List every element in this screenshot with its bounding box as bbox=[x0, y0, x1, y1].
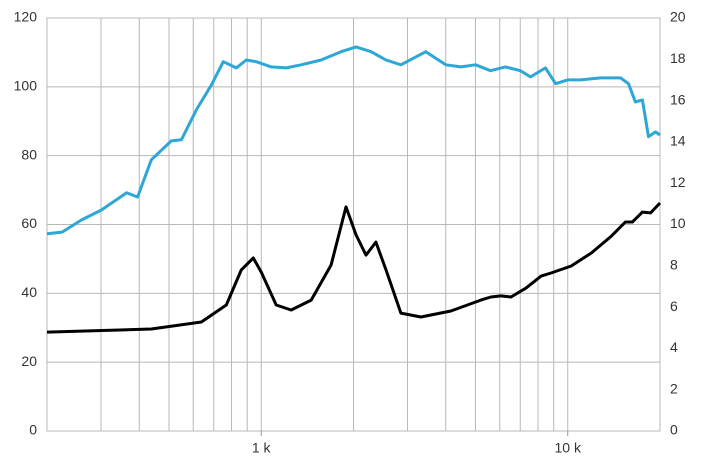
y2-tick-label: 4 bbox=[670, 339, 678, 355]
y2-tick-label: 14 bbox=[670, 133, 686, 149]
y-tick-label: 20 bbox=[21, 353, 37, 369]
y2-tick-label: 16 bbox=[670, 91, 686, 107]
y-tick-label: 40 bbox=[21, 284, 37, 300]
y2-tick-label: 0 bbox=[670, 422, 678, 438]
y2-tick-label: 10 bbox=[670, 215, 686, 231]
series-line bbox=[46, 201, 662, 334]
y2-tick-label: 8 bbox=[670, 257, 678, 273]
x-tick-label: 10 k bbox=[554, 440, 581, 456]
y2-tick-label: 20 bbox=[670, 9, 686, 25]
y2-tick-label: 12 bbox=[670, 174, 686, 190]
series-line bbox=[46, 45, 661, 236]
y2-tick-label: 18 bbox=[670, 50, 686, 66]
y-tick-label: 100 bbox=[14, 78, 38, 94]
x-tick-label: 1 k bbox=[252, 440, 272, 456]
y-tick-label: 80 bbox=[21, 146, 37, 162]
y-tick-label: 120 bbox=[14, 9, 38, 25]
y-tick-label: 0 bbox=[29, 422, 37, 438]
y2-tick-label: 2 bbox=[670, 380, 678, 396]
y-tick-label: 60 bbox=[21, 215, 37, 231]
y2-tick-label: 6 bbox=[670, 298, 678, 314]
